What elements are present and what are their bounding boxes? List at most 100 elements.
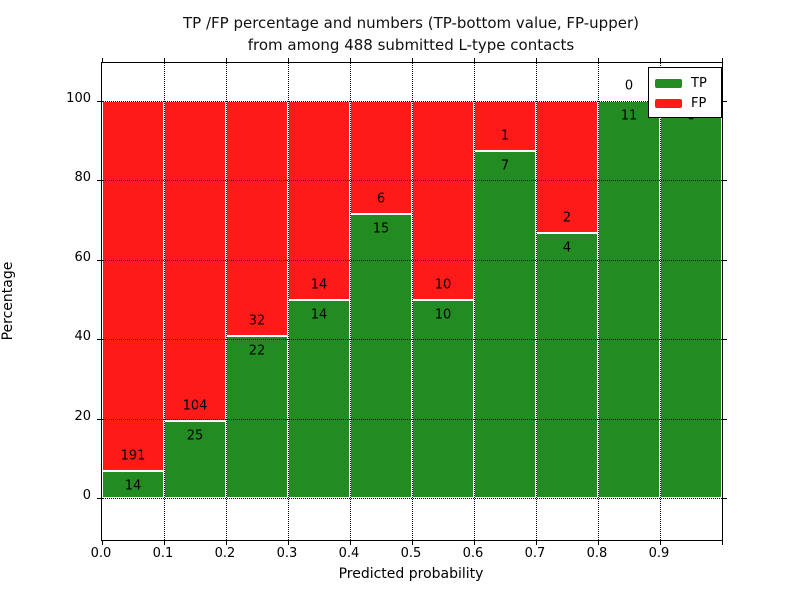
bar-segment-fp-5 <box>412 101 474 300</box>
x-tick-top-5 <box>412 58 413 63</box>
fp-count-label-5: 10 <box>434 277 452 292</box>
legend-label-fp: FP <box>691 95 707 111</box>
x-tick-top-8 <box>598 58 599 63</box>
y-tick-label-40: 40 <box>74 329 91 345</box>
tp-count-label-8: 11 <box>620 108 638 124</box>
x-tick-label-0.3: 0.3 <box>276 546 298 561</box>
bar-segment-tp-7 <box>536 233 598 498</box>
x-tick-bottom-8 <box>598 540 599 545</box>
x-tick-top-10 <box>722 58 723 63</box>
x-tick-bottom-0 <box>102 540 103 545</box>
chart-title: TP /FP percentage and numbers (TP-bottom… <box>101 12 721 56</box>
x-tick-bottom-5 <box>412 540 413 545</box>
x-tick-label-0.6: 0.6 <box>462 546 484 561</box>
x-tick-label-0.5: 0.5 <box>400 546 422 561</box>
x-tick-label-0.2: 0.2 <box>214 546 236 561</box>
y-tick-right-60 <box>722 259 727 261</box>
x-tick-label-0.8: 0.8 <box>586 546 608 561</box>
y-tick-label-0: 0 <box>82 488 91 503</box>
fp-count-label-0: 191 <box>120 448 146 464</box>
x-axis-label: Predicted probability <box>338 566 484 582</box>
x-tick-bottom-10 <box>722 540 723 545</box>
y-tick-left-80 <box>97 180 102 182</box>
x-tick-top-0 <box>102 58 103 63</box>
tp-count-label-2: 22 <box>248 343 266 359</box>
x-tick-label-0.0: 0.0 <box>90 546 112 561</box>
bar-segment-tp-8 <box>598 101 660 498</box>
chart-title-line1: TP /FP percentage and numbers (TP-bottom… <box>183 14 639 32</box>
y-tick-right-80 <box>722 180 727 182</box>
x-tick-top-9 <box>660 58 661 63</box>
y-tick-right-100 <box>722 101 727 102</box>
tp-count-label-5: 10 <box>434 307 452 322</box>
x-tick-top-1 <box>164 58 165 63</box>
x-tick-label-0.9: 0.9 <box>648 546 670 561</box>
fp-count-label-3: 14 <box>310 277 328 292</box>
legend-row-fp: FP <box>655 93 721 113</box>
legend-label-tp: TP <box>691 75 707 91</box>
x-tick-top-4 <box>350 58 351 63</box>
v-gridline-5 <box>412 63 413 540</box>
fp-count-label-2: 32 <box>248 313 266 329</box>
legend-swatch-tp <box>655 78 682 88</box>
tp-count-label-4: 15 <box>372 221 390 237</box>
x-tick-top-7 <box>536 58 537 63</box>
tp-count-label-3: 14 <box>310 307 328 322</box>
v-gridline-6 <box>474 63 475 540</box>
x-tick-top-2 <box>226 58 227 63</box>
tp-count-label-7: 4 <box>562 240 572 256</box>
y-tick-label-60: 60 <box>74 249 91 265</box>
y-tick-label-80: 80 <box>74 170 91 186</box>
legend: TP FP <box>648 67 722 118</box>
x-tick-bottom-7 <box>536 540 537 545</box>
fp-count-label-8: 0 <box>624 78 634 94</box>
bar-3 <box>288 101 350 498</box>
legend-row-tp: TP <box>655 73 721 93</box>
x-tick-label-0.1: 0.1 <box>152 546 174 561</box>
y-tick-left-40 <box>97 339 102 341</box>
v-gridline-7 <box>536 63 537 540</box>
fp-count-label-6: 1 <box>500 128 510 144</box>
tp-count-label-6: 7 <box>500 158 510 174</box>
bar-7 <box>536 101 598 498</box>
fp-count-label-4: 6 <box>376 191 386 207</box>
tp-count-label-1: 25 <box>186 428 204 444</box>
y-tick-label-20: 20 <box>74 408 91 424</box>
v-gridline-1 <box>164 63 165 540</box>
bar-5 <box>412 101 474 498</box>
x-tick-bottom-9 <box>660 540 661 545</box>
bar-9 <box>660 101 722 498</box>
tp-count-label-0: 14 <box>124 478 142 494</box>
bar-segment-tp-5 <box>412 299 474 498</box>
bar-0 <box>102 101 164 498</box>
y-tick-right-40 <box>722 339 727 341</box>
v-gridline-4 <box>350 63 351 540</box>
bar-2 <box>226 101 288 498</box>
bar-segment-tp-2 <box>226 336 288 498</box>
bar-segment-tp-0 <box>102 470 164 498</box>
y-tick-left-100 <box>97 101 102 102</box>
x-tick-bottom-6 <box>474 540 475 545</box>
y-tick-left-0 <box>97 498 102 499</box>
bar-segment-fp-0 <box>102 101 164 471</box>
y-tick-left-60 <box>97 259 102 261</box>
x-tick-bottom-3 <box>288 540 289 545</box>
bar-segment-tp-3 <box>288 299 350 498</box>
bar-segment-tp-6 <box>474 150 536 498</box>
fp-count-label-7: 2 <box>562 210 572 226</box>
bar-segment-fp-2 <box>226 101 288 337</box>
x-tick-bottom-2 <box>226 540 227 545</box>
legend-swatch-fp <box>655 98 682 108</box>
x-tick-top-3 <box>288 58 289 63</box>
v-gridline-2 <box>226 63 227 540</box>
x-tick-label-0.7: 0.7 <box>524 546 546 561</box>
bar-segment-fp-3 <box>288 101 350 300</box>
bar-segment-tp-4 <box>350 214 412 498</box>
y-tick-label-100: 100 <box>66 91 91 106</box>
v-gridline-9 <box>660 63 661 540</box>
y-axis-label: Percentage <box>0 261 16 341</box>
fp-count-label-1: 104 <box>182 398 208 414</box>
v-gridline-8 <box>598 63 599 540</box>
